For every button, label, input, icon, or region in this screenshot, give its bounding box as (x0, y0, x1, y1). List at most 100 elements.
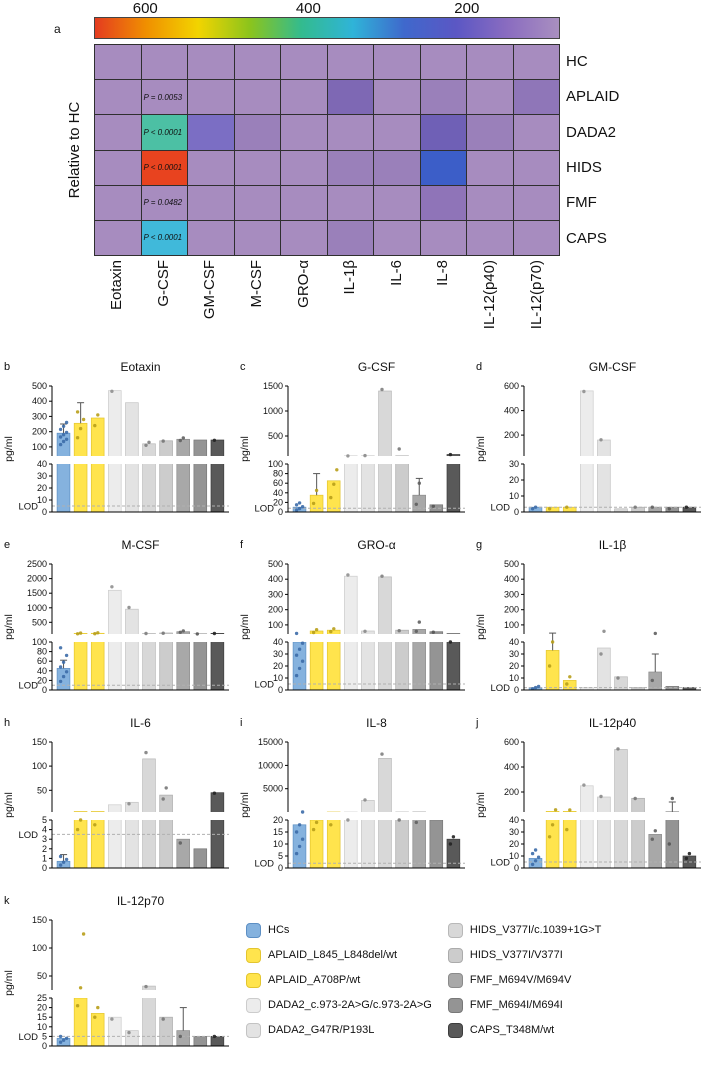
legend-label: FMF_M694I/M694I (469, 999, 563, 1011)
bar (562, 506, 577, 513)
y-tick-label: 40 (509, 637, 519, 647)
lod-label: LOD (490, 858, 510, 869)
heatmap-column-label: GRO-α (294, 260, 312, 308)
y-tick-label: 150 (32, 915, 47, 925)
data-point (311, 630, 316, 635)
heatmap-y-axis-label: Relative to HC (66, 101, 83, 199)
data-point (300, 641, 305, 645)
y-tick-label: 5 (42, 1031, 47, 1041)
panel-title: Eotaxin (120, 360, 160, 374)
heatmap-cell (420, 185, 466, 220)
data-point (653, 631, 657, 636)
data-point (533, 685, 538, 690)
heatmap-cell (420, 115, 466, 150)
heatmap-cell (95, 115, 141, 150)
legend: HCs APLAID_L845_L848del/wt APLAID_A708P/wt… (236, 892, 601, 1075)
data-point (297, 823, 302, 827)
y-tick-label: 5 (278, 851, 283, 861)
y-tick-label: 60 (37, 656, 47, 666)
y-tick-label: 50 (37, 971, 47, 981)
data-point (212, 791, 217, 795)
y-tick-label: 200 (504, 605, 519, 615)
heatmap-cell (95, 185, 141, 220)
legend-item: DADA2_G47R/P193L (246, 1022, 432, 1038)
data-point (530, 851, 535, 856)
heatmap-row-label: HIDS (566, 159, 602, 177)
heatmap-row-label: APLAID (566, 88, 620, 106)
data-point (58, 646, 63, 650)
heatmap-cell (374, 45, 420, 80)
y-tick-label: 20 (37, 483, 47, 493)
data-point (417, 620, 421, 624)
data-point (417, 481, 421, 485)
heatmap-cell (327, 45, 373, 80)
heatmap-cell (234, 80, 280, 115)
y-tick-label: 1500 (263, 381, 283, 391)
data-point (61, 1038, 66, 1042)
y-tick-label: 400 (32, 396, 47, 406)
data-point (346, 454, 350, 458)
legend-label: FMF_M694V/M694V (469, 974, 572, 986)
data-point (178, 438, 182, 443)
data-point (181, 629, 185, 633)
axis-break (288, 634, 466, 642)
panel-title: IL-12p70 (117, 894, 165, 908)
y-tick-label: 10 (37, 1022, 47, 1032)
heatmap-cell (281, 220, 327, 255)
heatmap-cell (234, 220, 280, 255)
axis-break (52, 812, 230, 820)
data-point (144, 631, 148, 636)
legend-item: APLAID_A708P/wt (246, 972, 432, 988)
data-point (294, 508, 299, 512)
legend-swatch (447, 972, 463, 988)
lod-label: LOD (254, 859, 274, 870)
heatmap-column-label: G-CSF (154, 260, 172, 307)
heatmap-cell (95, 45, 141, 80)
colorbar (94, 17, 560, 39)
panel-letter: e (4, 539, 10, 551)
data-point (397, 818, 401, 822)
heatmap-cell (327, 220, 373, 255)
data-point (58, 427, 63, 432)
lod-label: LOD (490, 683, 510, 694)
legend-item: FMF_M694I/M694I (447, 997, 601, 1013)
y-tick-label: 10 (509, 673, 519, 683)
data-point (533, 859, 538, 863)
lod-label: LOD (254, 680, 274, 691)
data-point (599, 652, 603, 656)
y-tick-label: 10 (509, 491, 519, 501)
data-point (684, 505, 689, 509)
bar (210, 439, 225, 513)
data-point (329, 495, 333, 500)
legend-swatch (246, 1022, 261, 1038)
data-point (297, 501, 302, 505)
panel-letter-a: a (54, 22, 61, 36)
data-point (294, 851, 299, 856)
data-point (178, 1034, 182, 1039)
heatmap-column-label: IL-1β (341, 260, 359, 295)
y-axis-label: pg/ml (239, 614, 251, 640)
bar (210, 1036, 225, 1047)
bar (378, 576, 392, 691)
y-tick-label: 30 (509, 649, 519, 659)
panel-title: IL-1β (599, 538, 627, 552)
bar (361, 800, 375, 869)
y-tick-label: 500 (268, 559, 283, 569)
bar (193, 633, 208, 691)
y-tick-label: 80 (37, 647, 47, 657)
y-tick-label: 5000 (263, 784, 283, 794)
heatmap-cell: P = 0.0482 (141, 185, 187, 220)
axis-break (524, 456, 702, 464)
data-point (568, 675, 572, 679)
bar (648, 506, 662, 513)
data-point (110, 1017, 114, 1021)
data-point (58, 863, 63, 867)
bar (90, 417, 105, 513)
bar (614, 749, 628, 869)
data-point (75, 827, 80, 832)
data-point (212, 438, 217, 442)
panel-title: IL-6 (130, 716, 151, 730)
data-point (568, 808, 572, 812)
heatmap-cell (513, 80, 559, 115)
